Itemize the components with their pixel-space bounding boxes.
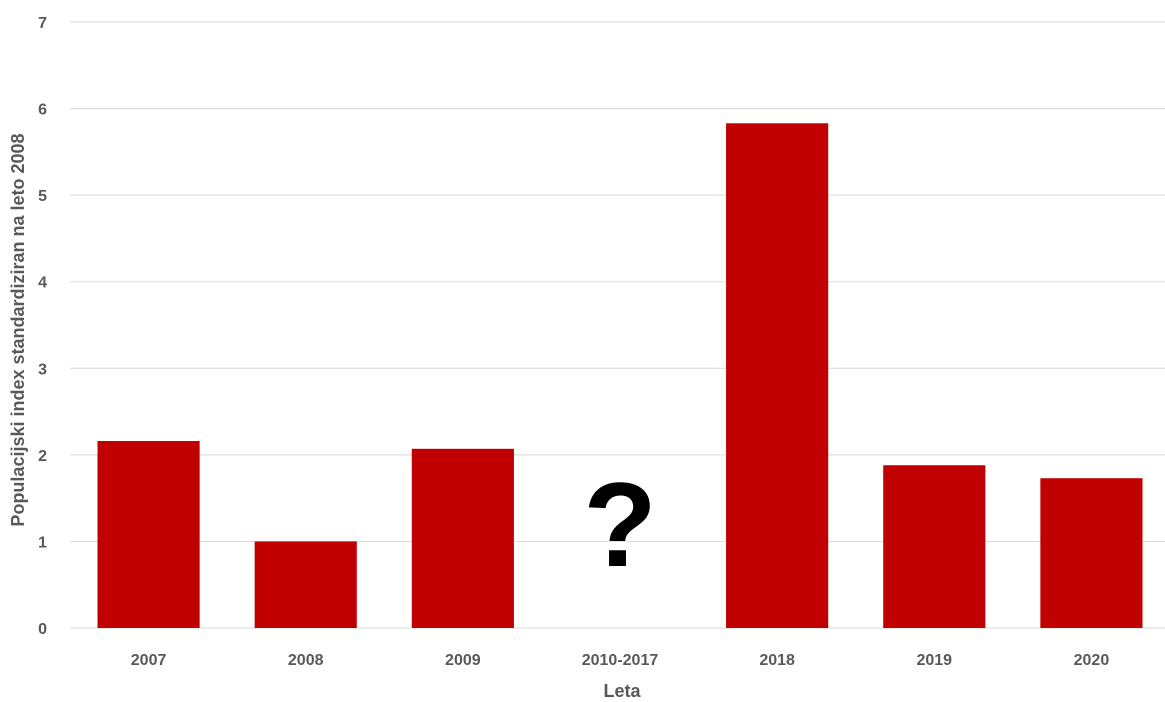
x-tick-label: 2020 — [1074, 652, 1110, 669]
bar — [883, 465, 986, 628]
bar — [1040, 478, 1143, 628]
y-tick-label: 3 — [38, 361, 47, 378]
x-axis-title: Leta — [603, 681, 641, 701]
x-tick-label: 2010-2017 — [582, 652, 659, 669]
y-tick-label: 0 — [38, 621, 47, 638]
y-tick-label: 5 — [38, 188, 47, 205]
y-tick-label: 1 — [38, 534, 47, 551]
bars — [97, 123, 1143, 628]
bar — [254, 541, 357, 628]
x-axis-ticks: 2007 2008 2009 2010-2017 2018 2019 2020 — [131, 652, 1110, 669]
question-mark-annotation: ? — [583, 458, 656, 592]
y-tick-label: 4 — [38, 275, 47, 292]
x-tick-label: 2007 — [131, 652, 167, 669]
y-axis-title: Populacijski index standardiziran na let… — [8, 133, 28, 526]
annotations: ? — [583, 458, 656, 592]
y-axis-ticks: 0 1 2 3 4 5 6 7 — [38, 15, 47, 638]
bar — [411, 448, 514, 628]
bar — [97, 441, 200, 628]
x-tick-label: 2018 — [759, 652, 795, 669]
x-tick-label: 2008 — [288, 652, 324, 669]
bar — [726, 123, 829, 628]
gridlines — [70, 21, 1165, 629]
x-tick-label: 2009 — [445, 652, 481, 669]
x-tick-label: 2019 — [916, 652, 952, 669]
y-tick-label: 2 — [38, 448, 47, 465]
y-tick-label: 6 — [38, 102, 47, 119]
y-tick-label: 7 — [38, 15, 47, 32]
